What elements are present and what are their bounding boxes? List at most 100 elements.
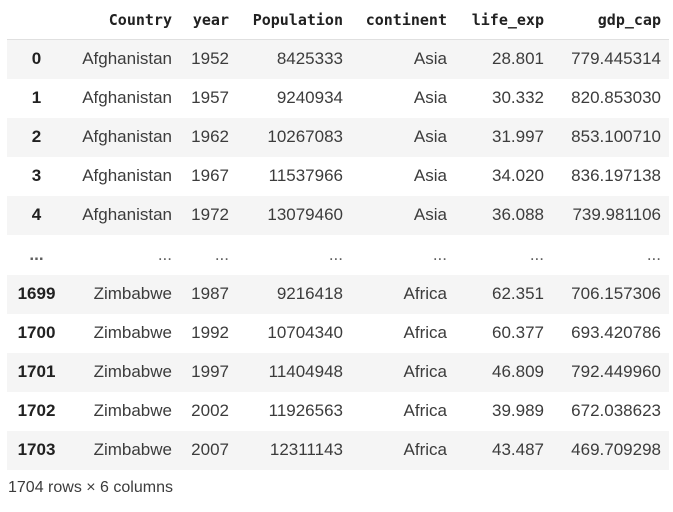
cell-population: 11537966 <box>268 166 343 185</box>
row-index: 1703 <box>17 440 56 459</box>
cell-year: 1997 <box>191 362 229 381</box>
index-header <box>7 0 66 40</box>
row-index: 1702 <box>17 401 56 420</box>
cell-life-exp: 60.377 <box>492 323 544 342</box>
cell-life-exp: 46.809 <box>492 362 544 381</box>
cell-gdp-cap: ... <box>646 244 661 264</box>
table-row: 1699 Zimbabwe 1987 9216418 Africa 62.351… <box>7 274 669 314</box>
row-index: 1699 <box>17 284 56 303</box>
cell-population: ... <box>328 244 343 264</box>
cell-year: 2002 <box>191 401 229 420</box>
cell-life-exp: 36.088 <box>492 205 544 224</box>
cell-life-exp: 30.332 <box>492 88 544 107</box>
column-header-life-exp: life_exp <box>455 0 552 40</box>
cell-year: 1967 <box>191 166 229 185</box>
cell-continent: Asia <box>413 127 447 146</box>
cell-population: 10704340 <box>267 323 343 342</box>
table-header: Country year Population continent life_e… <box>7 0 669 40</box>
cell-year: ... <box>214 244 229 264</box>
cell-population: 10267083 <box>267 127 343 146</box>
row-index: 3 <box>31 166 42 185</box>
cell-life-exp: 31.997 <box>492 127 544 146</box>
row-index: ... <box>29 244 44 264</box>
cell-gdp-cap: 672.038623 <box>571 401 661 420</box>
row-index: 1700 <box>17 323 56 342</box>
table-row: 1702 Zimbabwe 2002 11926563 Africa 39.98… <box>7 392 669 431</box>
cell-continent: Africa <box>403 362 447 381</box>
cell-life-exp: 34.020 <box>492 166 544 185</box>
column-header-year: year <box>180 0 237 40</box>
cell-population: 12311143 <box>269 440 343 459</box>
column-header-country: Country <box>66 0 180 40</box>
row-index: 0 <box>31 49 42 69</box>
cell-country: Zimbabwe <box>93 323 172 342</box>
cell-life-exp: ... <box>529 244 544 264</box>
table-row: 1700 Zimbabwe 1992 10704340 Africa 60.37… <box>7 314 669 353</box>
cell-gdp-cap: 853.100710 <box>571 127 661 146</box>
cell-year: 2007 <box>191 440 229 459</box>
row-index: 1 <box>31 88 42 107</box>
cell-life-exp: 39.989 <box>492 401 544 420</box>
ellipsis-row: ... ... ... ... ... ... ... <box>7 234 669 275</box>
cell-continent: ... <box>432 244 447 264</box>
cell-population: 9216418 <box>276 284 343 303</box>
table-row: 4 Afghanistan 1972 13079460 Asia 36.088 … <box>7 195 669 235</box>
cell-year: 1987 <box>191 284 229 303</box>
header-row: Country year Population continent life_e… <box>7 0 669 40</box>
cell-country: Zimbabwe <box>93 440 172 459</box>
table-row: 1701 Zimbabwe 1997 11404948 Africa 46.80… <box>7 352 669 392</box>
cell-continent: Asia <box>413 205 447 224</box>
cell-year: 1992 <box>191 323 229 342</box>
cell-gdp-cap: 739.981106 <box>572 205 661 224</box>
cell-year: 1952 <box>191 49 229 69</box>
cell-year: 1962 <box>191 127 229 146</box>
cell-gdp-cap: 706.157306 <box>571 284 661 303</box>
cell-population: 11926563 <box>268 401 343 420</box>
cell-gdp-cap: 836.197138 <box>571 166 661 185</box>
cell-continent: Africa <box>403 323 447 342</box>
dataframe-table: Country year Population continent life_e… <box>7 0 669 470</box>
cell-life-exp: 28.801 <box>492 49 544 69</box>
cell-continent: Asia <box>413 166 447 185</box>
cell-country: Afghanistan <box>82 166 172 185</box>
cell-country: Afghanistan <box>82 205 172 224</box>
row-index: 4 <box>31 205 42 224</box>
column-header-population: Population <box>237 0 351 40</box>
cell-country: Zimbabwe <box>93 362 172 381</box>
table-row: 3 Afghanistan 1967 11537966 Asia 34.020 … <box>7 157 669 196</box>
table-row: 2 Afghanistan 1962 10267083 Asia 31.997 … <box>7 117 669 157</box>
cell-continent: Africa <box>403 284 447 303</box>
cell-year: 1972 <box>191 205 229 224</box>
cell-population: 9240934 <box>276 88 343 107</box>
cell-continent: Africa <box>403 440 447 459</box>
column-header-continent: continent <box>351 0 455 40</box>
cell-population: 13079460 <box>267 205 343 224</box>
cell-country: Zimbabwe <box>93 284 172 303</box>
cell-life-exp: 62.351 <box>492 284 544 303</box>
cell-country: ... <box>157 244 172 264</box>
cell-country: Zimbabwe <box>93 401 172 420</box>
table-row: 0 Afghanistan 1952 8425333 Asia 28.801 7… <box>7 39 669 79</box>
cell-population: 11404948 <box>268 362 343 381</box>
table-body: 0 Afghanistan 1952 8425333 Asia 28.801 7… <box>7 39 669 470</box>
cell-country: Afghanistan <box>82 88 172 107</box>
cell-gdp-cap: 469.709298 <box>571 440 661 459</box>
cell-country: Afghanistan <box>82 127 172 146</box>
row-index: 2 <box>31 127 42 146</box>
cell-year: 1957 <box>191 88 229 107</box>
dataframe-output: Country year Population continent life_e… <box>7 0 669 470</box>
dataframe-shape-summary: 1704 rows × 6 columns <box>8 479 173 496</box>
cell-country: Afghanistan <box>82 49 172 69</box>
row-index: 1701 <box>17 362 56 381</box>
cell-continent: Asia <box>413 49 447 69</box>
table-row: 1703 Zimbabwe 2007 12311143 Africa 43.48… <box>7 430 669 470</box>
cell-continent: Asia <box>413 88 447 107</box>
cell-population: 8425333 <box>276 49 343 69</box>
cell-gdp-cap: 792.449960 <box>571 362 661 381</box>
table-row: 1 Afghanistan 1957 9240934 Asia 30.332 8… <box>7 79 669 118</box>
cell-gdp-cap: 779.445314 <box>571 49 661 69</box>
cell-gdp-cap: 820.853030 <box>571 88 661 107</box>
cell-life-exp: 43.487 <box>492 440 544 459</box>
cell-continent: Africa <box>403 401 447 420</box>
column-header-gdp-cap: gdp_cap <box>552 0 669 40</box>
